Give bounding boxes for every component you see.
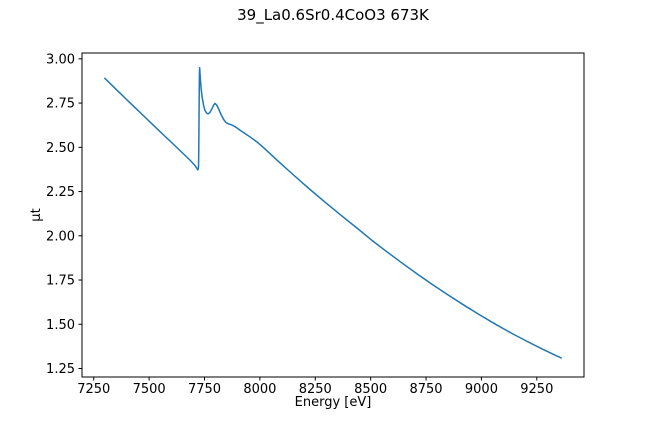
x-axis-label: Energy [eV]: [295, 395, 372, 410]
y-tick-label: 2.25: [46, 185, 75, 200]
x-tick-label: 7500: [133, 382, 166, 397]
y-axis-label: μt: [29, 208, 44, 221]
y-tick-label: 2.00: [46, 229, 75, 244]
x-tick-label: 7250: [77, 382, 110, 397]
y-tick-label: 2.50: [46, 141, 75, 156]
x-tick-label: 8000: [243, 382, 276, 397]
x-tick-label: 8750: [409, 382, 442, 397]
y-tick-label: 1.50: [46, 318, 75, 333]
data-series-layer: [104, 66, 562, 359]
x-tick-label: 8500: [354, 382, 387, 397]
spectrum-line: [104, 66, 562, 359]
x-tick-label: 7750: [188, 382, 221, 397]
x-tick-label: 9000: [465, 382, 498, 397]
plot-title: 39_La0.6Sr0.4CoO3 673K: [237, 6, 430, 25]
y-tick-label: 1.25: [46, 362, 75, 377]
x-tick-label: 9250: [520, 382, 553, 397]
y-tick-label: 2.75: [46, 97, 75, 112]
axes-layer: 7250 7500 7750 8000 8250 8500 8750 9000 9250 1.25…: [46, 52, 585, 397]
y-tick-label: 1.75: [46, 274, 75, 289]
axes-box: [81, 52, 585, 378]
x-tick-label: 8250: [299, 382, 332, 397]
y-tick-label: 3.00: [46, 52, 75, 67]
